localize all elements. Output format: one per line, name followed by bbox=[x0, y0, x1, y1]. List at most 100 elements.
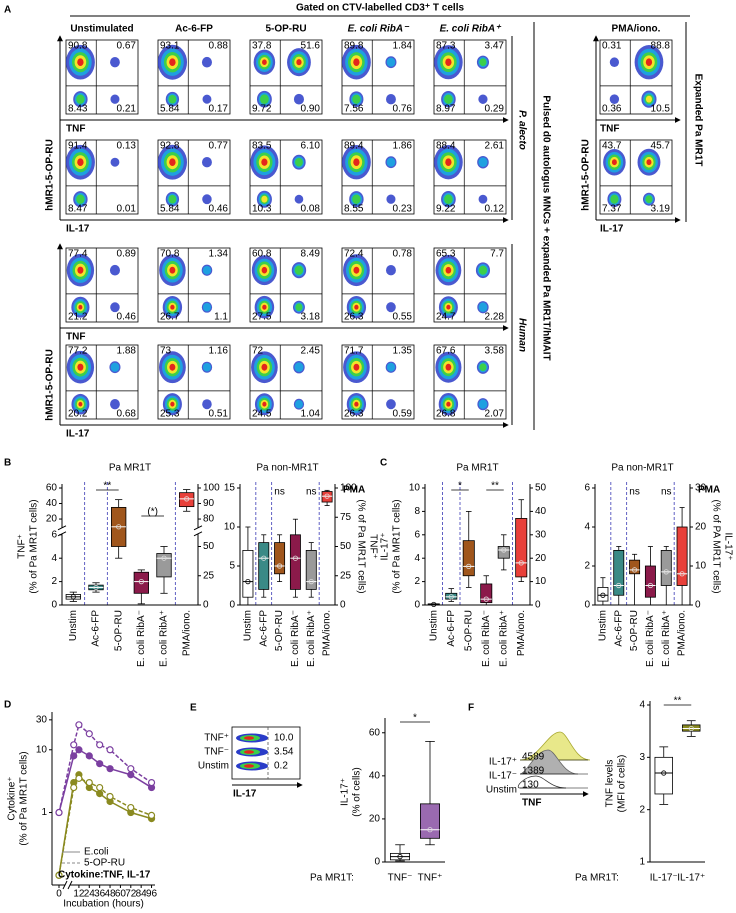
category-label: Ac-6-FP bbox=[446, 610, 457, 647]
flow-density bbox=[66, 350, 121, 415]
y-tick-label: 20 bbox=[369, 814, 381, 825]
quadrant-value: 0.59 bbox=[393, 409, 413, 420]
axis-break bbox=[58, 527, 66, 534]
quadrant-value: 0.13 bbox=[117, 141, 137, 152]
flow-density bbox=[342, 144, 397, 208]
density-blob bbox=[170, 401, 175, 407]
y2-tick-label: 75 bbox=[340, 512, 352, 523]
data-point bbox=[292, 555, 299, 561]
data-point bbox=[55, 808, 63, 817]
density-blob bbox=[609, 57, 620, 67]
flow-density bbox=[250, 145, 306, 208]
density-blob bbox=[446, 401, 451, 407]
quadrant-value: 72 bbox=[252, 346, 264, 357]
y2-tick-label: 50 bbox=[203, 541, 215, 552]
quadrant-value: 43.7 bbox=[602, 141, 622, 152]
y-tick-label: 2 bbox=[414, 576, 420, 587]
significance: * bbox=[413, 713, 417, 724]
y2-axis-label: (% of Pa MR1T cells) bbox=[355, 499, 366, 593]
y-tick-label: 0 bbox=[584, 600, 590, 611]
y2-axis-label: TNF⁺ bbox=[367, 534, 378, 559]
density-blob bbox=[444, 194, 453, 204]
category-label: Unstim bbox=[68, 610, 79, 641]
y-tick-label: 3 bbox=[639, 752, 645, 763]
quadrant-value: 0.68 bbox=[117, 409, 137, 420]
y-tick-label: 4 bbox=[51, 553, 57, 564]
significance: ns bbox=[661, 487, 672, 498]
category-label: E. coli RibA⁺ bbox=[306, 610, 317, 667]
histogram-label: TNF⁻ bbox=[204, 747, 229, 758]
quadrant-value: 24.7 bbox=[436, 312, 456, 323]
density-blob bbox=[478, 194, 488, 204]
quadrant-value: 0.12 bbox=[485, 204, 505, 215]
density-blob bbox=[295, 303, 303, 311]
category-label: 5-OP-RU bbox=[463, 610, 474, 651]
legend-label: 5-OP-RU bbox=[84, 858, 125, 869]
data-point bbox=[679, 571, 685, 577]
flow-density bbox=[434, 45, 490, 108]
quadrant-value: 3.19 bbox=[651, 204, 671, 215]
category-label: 5-OP-RU bbox=[113, 610, 124, 651]
box bbox=[644, 565, 656, 598]
legend-label: TNF, bbox=[103, 870, 124, 881]
y-tick-label: 15 bbox=[224, 483, 236, 494]
density-blob bbox=[386, 302, 396, 313]
data-point bbox=[96, 790, 104, 798]
y-tick-label: 1 bbox=[41, 807, 47, 818]
data-point bbox=[147, 811, 156, 820]
data-point bbox=[688, 725, 694, 732]
quadrant-value: 89.8 bbox=[344, 41, 364, 52]
flow-density bbox=[251, 351, 305, 416]
x-tick-label: 48 bbox=[104, 889, 116, 900]
density-blob bbox=[76, 194, 85, 204]
x-axis-label: IL-17 bbox=[600, 224, 624, 235]
y-axis-label: (% of Pa MR1T cells) bbox=[392, 499, 403, 593]
y2-tick-label: 0 bbox=[340, 600, 346, 611]
category-label: Ac-6-FP bbox=[91, 610, 102, 647]
density-ridge bbox=[244, 736, 254, 740]
y-axis-label: Cytokine⁺ bbox=[7, 776, 18, 820]
histogram-value: 3.54 bbox=[274, 747, 294, 758]
box bbox=[289, 534, 301, 590]
y-tick-label: 2 bbox=[584, 561, 590, 572]
density-blob bbox=[444, 94, 453, 104]
significance: ** bbox=[674, 696, 682, 707]
box bbox=[515, 518, 528, 578]
data-point bbox=[70, 783, 78, 792]
flow-density bbox=[435, 254, 491, 319]
column-title: Ac-6-FP bbox=[175, 24, 213, 35]
density-blob bbox=[353, 58, 360, 66]
density-blob bbox=[645, 195, 653, 203]
flow-density bbox=[253, 48, 311, 108]
density-blob bbox=[110, 399, 120, 410]
y-axis-label: IL-17⁺ bbox=[340, 778, 351, 806]
density-blob bbox=[353, 158, 360, 166]
y2-tick-label: 20 bbox=[695, 522, 707, 533]
data-point bbox=[75, 774, 83, 782]
density-blob bbox=[168, 194, 177, 204]
significance: (*) bbox=[147, 507, 158, 518]
data-point bbox=[647, 582, 654, 589]
category-label: Ac-6-FP bbox=[258, 610, 269, 647]
box bbox=[258, 542, 270, 590]
quadrant-value: 91.4 bbox=[68, 141, 88, 152]
panel-label: C bbox=[380, 458, 387, 469]
density-blob bbox=[201, 56, 212, 68]
density-ridge bbox=[244, 764, 254, 768]
data-point bbox=[448, 594, 454, 600]
quadrant-value: 8.55 bbox=[344, 204, 364, 215]
flow-density bbox=[158, 44, 212, 107]
y-axis-label: hMR1-5-OP-RU bbox=[45, 349, 56, 421]
quadrant-value: 2.28 bbox=[485, 312, 505, 323]
density-blob bbox=[261, 266, 268, 274]
data-point bbox=[631, 567, 638, 573]
y-axis-label: (% of Pa MR1T cells) bbox=[29, 499, 40, 593]
box bbox=[462, 540, 475, 577]
data-point bbox=[70, 741, 78, 749]
y-tick-label: 4 bbox=[639, 700, 645, 711]
density-blob bbox=[296, 59, 302, 66]
category-label: E. coli RibA⁻ bbox=[645, 610, 656, 667]
quadrant-value: 87.3 bbox=[436, 41, 456, 52]
box bbox=[419, 803, 440, 839]
